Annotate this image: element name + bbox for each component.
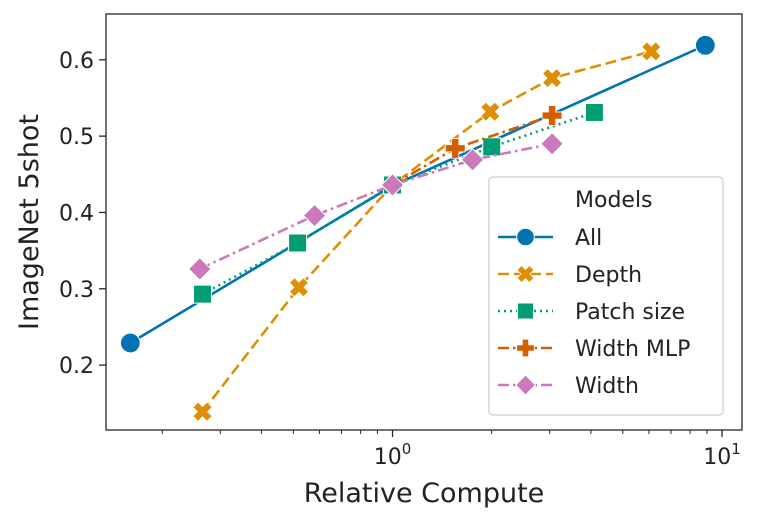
legend-title: Models	[575, 188, 653, 213]
legend-label: Width MLP	[575, 337, 690, 362]
data-point	[288, 233, 308, 253]
x-tick-label: 101	[703, 440, 741, 470]
data-point	[192, 401, 213, 422]
series-layer	[119, 34, 716, 422]
legend-item: Depth	[498, 263, 642, 288]
y-tick-label: 0.3	[59, 278, 94, 303]
data-point	[193, 284, 213, 304]
series-line	[201, 111, 595, 296]
legend: Models All Depth Patch size Width MLP Width	[488, 176, 724, 416]
y-tick-label: 0.4	[59, 201, 94, 226]
data-point	[541, 105, 563, 126]
data-point	[541, 68, 563, 89]
data-point	[460, 147, 485, 172]
x-tick-label: 100	[374, 440, 412, 470]
legend-marker	[517, 302, 534, 320]
y-axis-label: ImageNet 5shot	[14, 114, 45, 330]
series-line	[201, 50, 652, 413]
data-point	[288, 277, 310, 298]
data-point	[540, 131, 564, 156]
legend-label: Width	[575, 374, 639, 399]
x-axis-label: Relative Compute	[304, 478, 545, 509]
data-point	[480, 101, 501, 122]
data-point	[482, 137, 502, 157]
legend-marker	[516, 227, 535, 247]
legend-item: Width MLP	[498, 337, 690, 362]
y-tick-label: 0.5	[59, 125, 94, 150]
legend-marker	[516, 264, 535, 284]
legend-item: All	[498, 226, 602, 251]
legend-item: Patch size	[498, 300, 685, 325]
legend-marker	[514, 374, 537, 396]
y-tick-label: 0.6	[59, 49, 94, 74]
data-point	[302, 203, 327, 228]
axes-layer: 0.2 0.3 0.4 0.5 0.6 100 101 Relative Compute Ima…	[14, 13, 743, 509]
y-tick-label: 0.2	[59, 354, 94, 379]
data-point	[444, 138, 466, 159]
data-point	[380, 173, 405, 197]
legend-label: Patch size	[575, 300, 685, 325]
data-point	[187, 257, 212, 281]
data-point	[694, 34, 716, 56]
legend-marker	[516, 338, 535, 358]
legend-label: Depth	[575, 263, 642, 288]
legend-label: All	[575, 226, 602, 251]
data-point	[641, 41, 662, 62]
legend-item: Width	[498, 374, 639, 399]
plot-frame	[105, 13, 743, 431]
data-point	[584, 102, 604, 122]
series-4	[187, 131, 564, 281]
data-point	[119, 332, 141, 354]
